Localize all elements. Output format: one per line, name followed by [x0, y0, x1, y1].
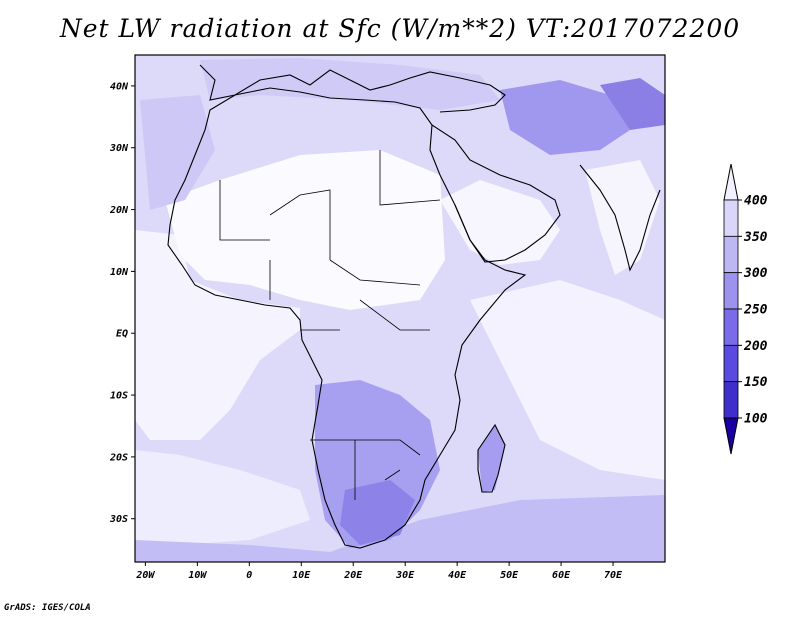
colorbar-bottom-arrow [723, 417, 739, 455]
lat-tick-label: 20N [109, 205, 129, 216]
europe-coastline [199, 64, 506, 113]
colorbar-label: 350 [743, 230, 768, 245]
colorbar-segment [723, 308, 739, 346]
lon-tick-label: 30E [395, 570, 415, 581]
lat-tick-label: 10S [110, 391, 128, 402]
latitude-axis: 40N 30N 20N 10N EQ 10S 20S 30S [109, 81, 135, 525]
himalaya-darker [600, 78, 665, 130]
colorbar-label: 300 [743, 266, 768, 281]
south-africa-darker [340, 480, 415, 545]
map-title: Net LW radiation at Sfc (W/m**2) VT:2017… [59, 14, 741, 43]
clear-ocean-north-atlantic [135, 230, 300, 440]
lon-tick-label: 0 [246, 570, 252, 581]
colorbar-label: 200 [743, 339, 768, 354]
colorbar-legend: 400 350 300 250 200 150 100 [723, 163, 768, 455]
colorbar-top-arrow [723, 163, 739, 201]
coastlines [167, 64, 661, 549]
colorbar-segment [723, 272, 739, 310]
lat-tick-label: 30N [109, 143, 129, 154]
iran-dark [500, 80, 630, 155]
lon-tick-label: 10E [292, 570, 311, 581]
arabia-clear [440, 180, 560, 265]
clear-ocean-indian [470, 280, 665, 480]
plot-area [135, 55, 665, 562]
longitude-axis: 20W 10W 0 10E 20E 30E 40E 50E 60E 70E [135, 562, 623, 581]
lat-tick-label: 30S [109, 514, 128, 525]
lon-tick-label: 70E [604, 570, 623, 581]
madagascar-coastline [477, 423, 506, 493]
colorbar-label: 150 [744, 375, 768, 390]
lon-tick-label: 50E [500, 570, 519, 581]
lat-tick-label: 40N [110, 81, 129, 92]
europe-mid [200, 58, 500, 110]
colorbar-label: 100 [744, 412, 768, 427]
colorbar-segment [723, 381, 739, 419]
colorbar-label: 400 [744, 194, 768, 209]
lon-tick-label: 60E [552, 570, 571, 581]
sahara-clear [165, 150, 445, 310]
colorbar-segment [723, 199, 739, 237]
lon-tick-label: 10W [188, 570, 207, 581]
colorbar-segment [723, 344, 739, 383]
west-sahara-mid [140, 95, 215, 210]
lat-tick-label: EQ [116, 329, 128, 340]
credit-label: GrADS: IGES/COLA [4, 603, 91, 613]
country-borders [219, 150, 441, 500]
lat-tick-label: 10N [110, 267, 129, 278]
lon-tick-label: 20W [135, 570, 155, 581]
lon-tick-label: 20E [343, 570, 363, 581]
lat-tick-label: 20S [109, 452, 128, 463]
colorbar-segment [723, 235, 739, 274]
colorbar-label: 250 [743, 303, 768, 318]
arabia-coastline [431, 124, 561, 263]
africa-coastline [167, 87, 527, 549]
plot-frame [134, 54, 666, 563]
india-coastline [579, 164, 661, 272]
lon-tick-label: 40E [448, 570, 467, 581]
clear-ocean-south-atlantic [135, 450, 310, 545]
